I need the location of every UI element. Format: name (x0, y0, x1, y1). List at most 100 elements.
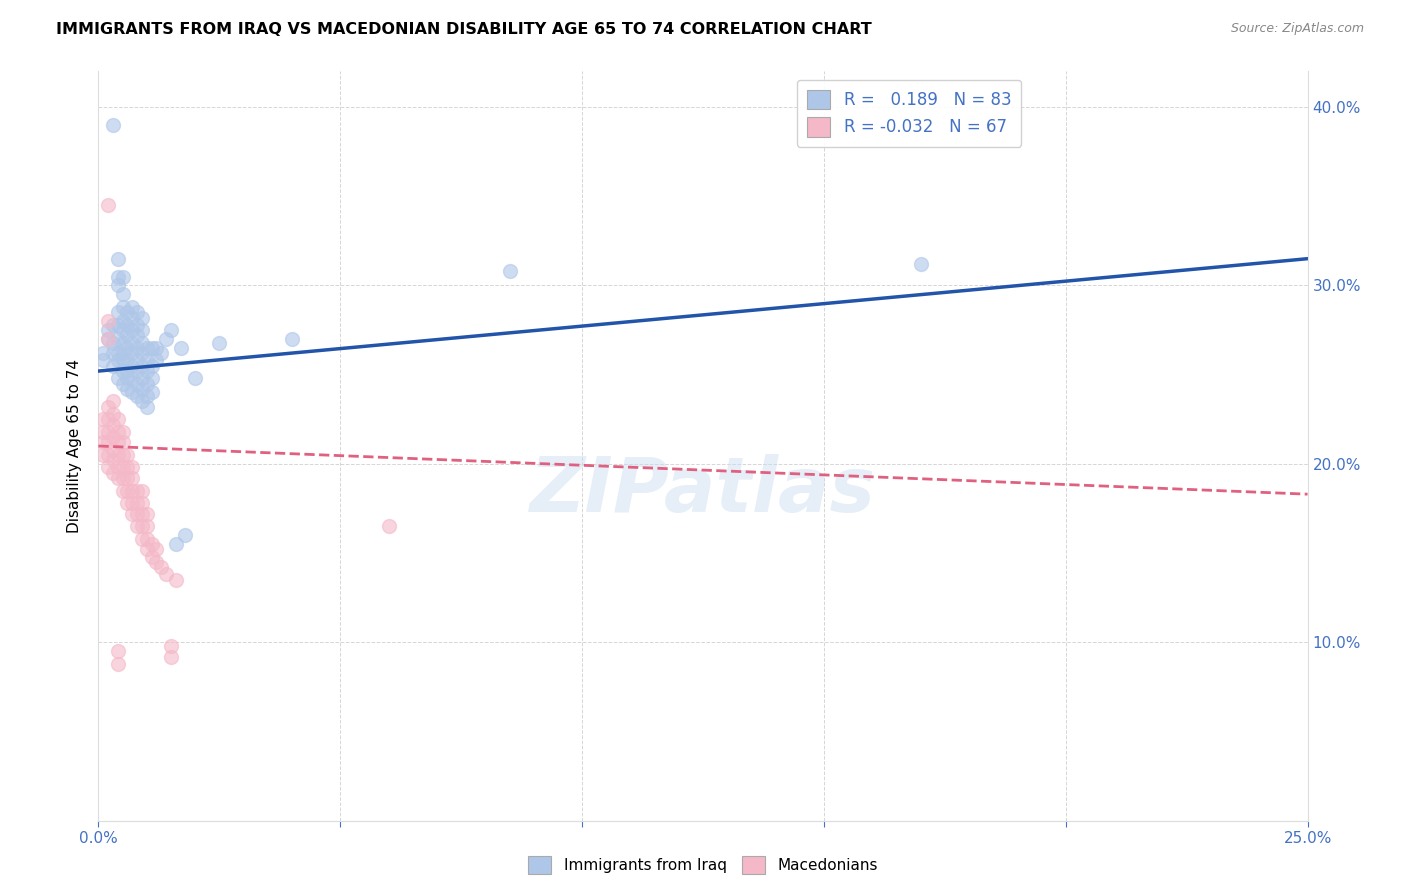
Point (111, 364, 134, 378)
Point (117, 496, 139, 510)
Point (111, 323, 134, 337)
Point (111, 448, 134, 462)
Point (135, 532, 157, 546)
Point (127, 305, 149, 319)
Point (121, 385, 143, 400)
Point (97, 400, 120, 414)
Point (377, 519, 399, 533)
Point (155, 332, 177, 346)
Point (117, 382, 139, 396)
Point (117, 448, 139, 462)
Point (117, 371, 139, 385)
Point (107, 435, 129, 450)
Point (117, 364, 139, 378)
Point (97, 332, 120, 346)
Point (121, 335, 143, 350)
Point (135, 519, 157, 533)
Point (131, 323, 153, 337)
Point (101, 430, 124, 444)
Point (131, 394, 153, 409)
Point (135, 542, 157, 557)
Point (117, 460, 139, 475)
Point (121, 471, 143, 485)
Point (111, 346, 134, 360)
Point (131, 483, 153, 498)
Point (97, 412, 120, 426)
Point (111, 376, 134, 391)
Point (117, 305, 139, 319)
Point (107, 252, 129, 266)
Point (111, 335, 134, 350)
Point (141, 359, 163, 373)
Point (97, 425, 120, 439)
Point (97, 435, 120, 450)
Point (135, 376, 157, 391)
Point (127, 341, 149, 355)
Point (91, 425, 114, 439)
Point (117, 353, 139, 368)
Point (111, 314, 134, 328)
Point (101, 394, 124, 409)
Point (107, 657, 129, 671)
Point (174, 528, 197, 542)
Point (107, 318, 129, 332)
Point (208, 335, 231, 350)
Point (281, 332, 304, 346)
Point (135, 400, 157, 414)
Point (121, 460, 143, 475)
Point (101, 442, 124, 457)
Point (145, 341, 167, 355)
Point (141, 549, 163, 564)
Point (141, 537, 163, 551)
Point (145, 555, 167, 569)
Point (111, 353, 134, 368)
Point (131, 335, 153, 350)
Point (121, 496, 143, 510)
Point (131, 310, 153, 325)
Point (141, 341, 163, 355)
Point (107, 305, 129, 319)
Point (117, 328, 139, 343)
Point (111, 483, 134, 498)
Point (101, 359, 124, 373)
Legend: R =   0.189   N = 83, R = -0.032   N = 67: R = 0.189 N = 83, R = -0.032 N = 67 (797, 79, 1021, 146)
Point (117, 483, 139, 498)
Point (91, 448, 114, 462)
Point (107, 644, 129, 658)
Point (107, 425, 129, 439)
Point (91, 412, 114, 426)
Point (97, 332, 120, 346)
Point (97, 323, 120, 337)
Point (101, 417, 124, 432)
Point (155, 567, 177, 582)
Point (101, 318, 124, 332)
Point (91, 353, 114, 368)
Point (121, 346, 143, 360)
Point (131, 519, 153, 533)
Point (97, 448, 120, 462)
Point (117, 341, 139, 355)
Point (127, 496, 149, 510)
Point (101, 118, 124, 132)
Point (107, 346, 129, 360)
Point (127, 376, 149, 391)
Point (135, 341, 157, 355)
Point (101, 466, 124, 480)
Point (135, 353, 157, 368)
Point (121, 300, 143, 314)
Point (127, 507, 149, 521)
Point (150, 346, 173, 360)
Point (101, 453, 124, 467)
Point (160, 639, 183, 653)
Point (127, 353, 149, 368)
Legend: Immigrants from Iraq, Macedonians: Immigrants from Iraq, Macedonians (523, 850, 883, 880)
Point (135, 389, 157, 403)
Point (498, 264, 520, 278)
Point (131, 359, 153, 373)
Point (910, 257, 932, 271)
Point (101, 407, 124, 421)
Point (131, 382, 153, 396)
Point (107, 269, 129, 284)
Point (111, 425, 134, 439)
Point (165, 537, 187, 551)
